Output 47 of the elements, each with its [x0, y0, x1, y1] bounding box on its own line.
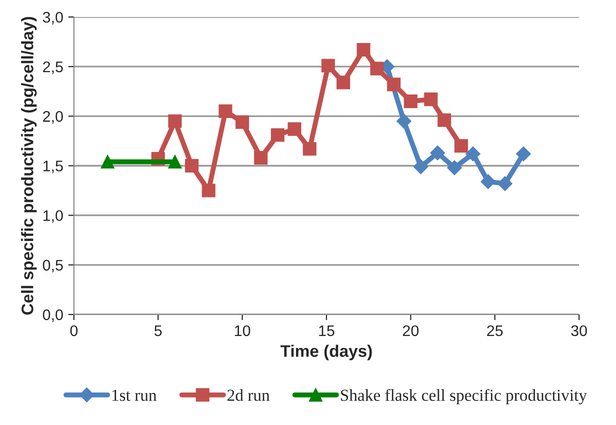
point — [454, 139, 468, 153]
point — [438, 113, 452, 127]
point — [424, 92, 438, 106]
x-tick-label: 20 — [402, 325, 419, 336]
point — [480, 174, 496, 190]
point — [370, 62, 384, 76]
point — [202, 184, 216, 198]
y-tick-label: 2,0 — [43, 111, 63, 124]
point — [447, 160, 462, 176]
point — [356, 42, 370, 56]
x-tick-label: 0 — [70, 325, 78, 336]
y-tick-label: 0,0 — [42, 309, 63, 322]
point — [321, 58, 335, 72]
legend-label: 2d run — [228, 389, 270, 401]
x-tick-label: 30 — [571, 325, 587, 336]
y-axis-title: Cell specific productivity (pg/cell/day) — [21, 16, 37, 315]
point — [404, 94, 418, 108]
y-tick-label: 0,5 — [42, 260, 63, 272]
point — [100, 155, 114, 169]
point — [336, 76, 350, 90]
point — [185, 158, 199, 173]
point — [168, 114, 182, 128]
legend-label: Shake flask cell specific productivity — [340, 389, 587, 404]
point — [168, 155, 182, 169]
point — [302, 142, 316, 156]
y-tick-label: 3,0 — [42, 12, 63, 24]
point — [387, 78, 401, 92]
point — [413, 159, 428, 174]
point — [430, 145, 445, 160]
point — [218, 104, 232, 118]
point — [288, 122, 302, 136]
y-tick-label: 2,5 — [43, 61, 63, 74]
point — [236, 115, 250, 129]
x-tick-label: 25 — [487, 325, 503, 336]
x-tick-label: 15 — [319, 325, 334, 336]
legend-label: 1st run — [112, 390, 157, 401]
x-axis-title: Time (days) — [280, 344, 372, 360]
y-tick-label: 1,0 — [43, 210, 63, 223]
y-tick-label: 1,5 — [43, 160, 63, 174]
x-tick-label: 5 — [154, 325, 162, 336]
point — [498, 176, 512, 191]
x-tick-label: 10 — [234, 325, 250, 336]
point — [396, 114, 412, 129]
point — [466, 146, 480, 162]
point — [254, 151, 268, 165]
point — [270, 128, 284, 142]
point — [516, 146, 531, 162]
